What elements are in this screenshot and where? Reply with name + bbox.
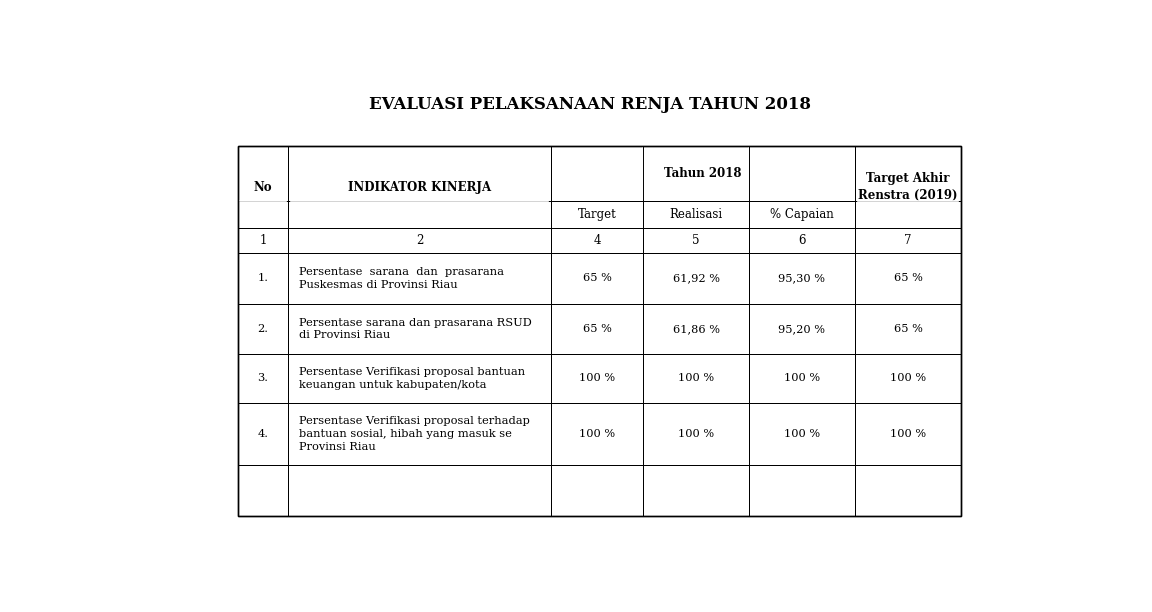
Bar: [749, 253, 855, 304]
Text: Realisasi: Realisasi: [669, 208, 722, 221]
Bar: [855, 465, 961, 517]
Bar: [288, 146, 551, 201]
Bar: [855, 354, 961, 403]
Text: EVALUASI PELAKSANAAN RENJA TAHUN 2018: EVALUASI PELAKSANAAN RENJA TAHUN 2018: [370, 95, 811, 113]
Text: 4: 4: [593, 234, 601, 247]
Bar: [237, 465, 288, 517]
Text: 5: 5: [692, 234, 699, 247]
Bar: [288, 228, 551, 253]
Bar: [643, 253, 749, 304]
Bar: [551, 465, 643, 517]
Bar: [288, 465, 551, 517]
Bar: [237, 304, 288, 354]
Text: 3.: 3.: [258, 373, 268, 383]
Text: Target Akhir
Renstra (2019): Target Akhir Renstra (2019): [858, 173, 957, 202]
Bar: [551, 403, 643, 465]
Bar: [855, 304, 961, 354]
Text: Target: Target: [577, 208, 616, 221]
Text: 2: 2: [416, 234, 424, 247]
Text: INDIKATOR KINERJA: INDIKATOR KINERJA: [348, 181, 491, 193]
Text: 100 %: 100 %: [679, 373, 714, 383]
Text: 4.: 4.: [258, 429, 268, 439]
Text: 65 %: 65 %: [583, 324, 612, 334]
Bar: [288, 403, 551, 465]
Bar: [643, 465, 749, 517]
Bar: [643, 354, 749, 403]
Text: 100 %: 100 %: [889, 373, 926, 383]
Text: 6: 6: [798, 234, 805, 247]
Text: 95,30 %: 95,30 %: [779, 274, 826, 283]
Text: 100 %: 100 %: [785, 373, 820, 383]
Bar: [749, 354, 855, 403]
Text: 65 %: 65 %: [894, 324, 923, 334]
Text: % Capaian: % Capaian: [771, 208, 834, 221]
Bar: [237, 228, 288, 253]
Bar: [237, 201, 288, 228]
Bar: [749, 201, 855, 228]
Bar: [237, 146, 961, 517]
Bar: [237, 253, 288, 304]
Bar: [237, 354, 288, 403]
Bar: [288, 304, 551, 354]
Bar: [855, 201, 961, 228]
Text: 65 %: 65 %: [894, 274, 923, 283]
Bar: [288, 354, 551, 403]
Text: Persentase Verifikasi proposal terhadap
bantuan sosial, hibah yang masuk se
Prov: Persentase Verifikasi proposal terhadap …: [298, 416, 530, 452]
Bar: [551, 146, 643, 201]
Text: 7: 7: [904, 234, 911, 247]
Bar: [551, 253, 643, 304]
Text: Persentase  sarana  dan  prasarana
Puskesmas di Provinsi Riau: Persentase sarana dan prasarana Puskesma…: [298, 267, 503, 290]
Bar: [237, 146, 288, 201]
Bar: [855, 253, 961, 304]
Bar: [551, 304, 643, 354]
Bar: [749, 228, 855, 253]
Text: 1: 1: [259, 234, 267, 247]
Bar: [288, 201, 551, 228]
Bar: [551, 228, 643, 253]
Bar: [237, 403, 288, 465]
Bar: [749, 465, 855, 517]
Text: Persentase sarana dan prasarana RSUD
di Provinsi Riau: Persentase sarana dan prasarana RSUD di …: [298, 318, 532, 340]
Bar: [855, 403, 961, 465]
Text: 1.: 1.: [258, 274, 268, 283]
Bar: [749, 304, 855, 354]
Text: Tahun 2018: Tahun 2018: [665, 167, 742, 180]
Bar: [643, 146, 749, 201]
Bar: [749, 146, 855, 201]
Bar: [749, 403, 855, 465]
Text: No: No: [253, 181, 272, 193]
Text: 61,92 %: 61,92 %: [673, 274, 720, 283]
Text: 100 %: 100 %: [579, 373, 615, 383]
Bar: [237, 146, 961, 517]
Text: 100 %: 100 %: [785, 429, 820, 439]
Text: 100 %: 100 %: [579, 429, 615, 439]
Bar: [288, 253, 551, 304]
Bar: [855, 146, 961, 201]
Bar: [643, 304, 749, 354]
Bar: [643, 201, 749, 228]
Text: 61,86 %: 61,86 %: [673, 324, 720, 334]
Text: 2.: 2.: [258, 324, 268, 334]
Bar: [643, 228, 749, 253]
Bar: [551, 201, 643, 228]
Text: 65 %: 65 %: [583, 274, 612, 283]
Text: 95,20 %: 95,20 %: [779, 324, 826, 334]
Text: Persentase Verifikasi proposal bantuan
keuangan untuk kabupaten/kota: Persentase Verifikasi proposal bantuan k…: [298, 367, 525, 390]
Text: 100 %: 100 %: [679, 429, 714, 439]
Bar: [855, 228, 961, 253]
Text: 100 %: 100 %: [889, 429, 926, 439]
Bar: [643, 403, 749, 465]
Bar: [551, 354, 643, 403]
